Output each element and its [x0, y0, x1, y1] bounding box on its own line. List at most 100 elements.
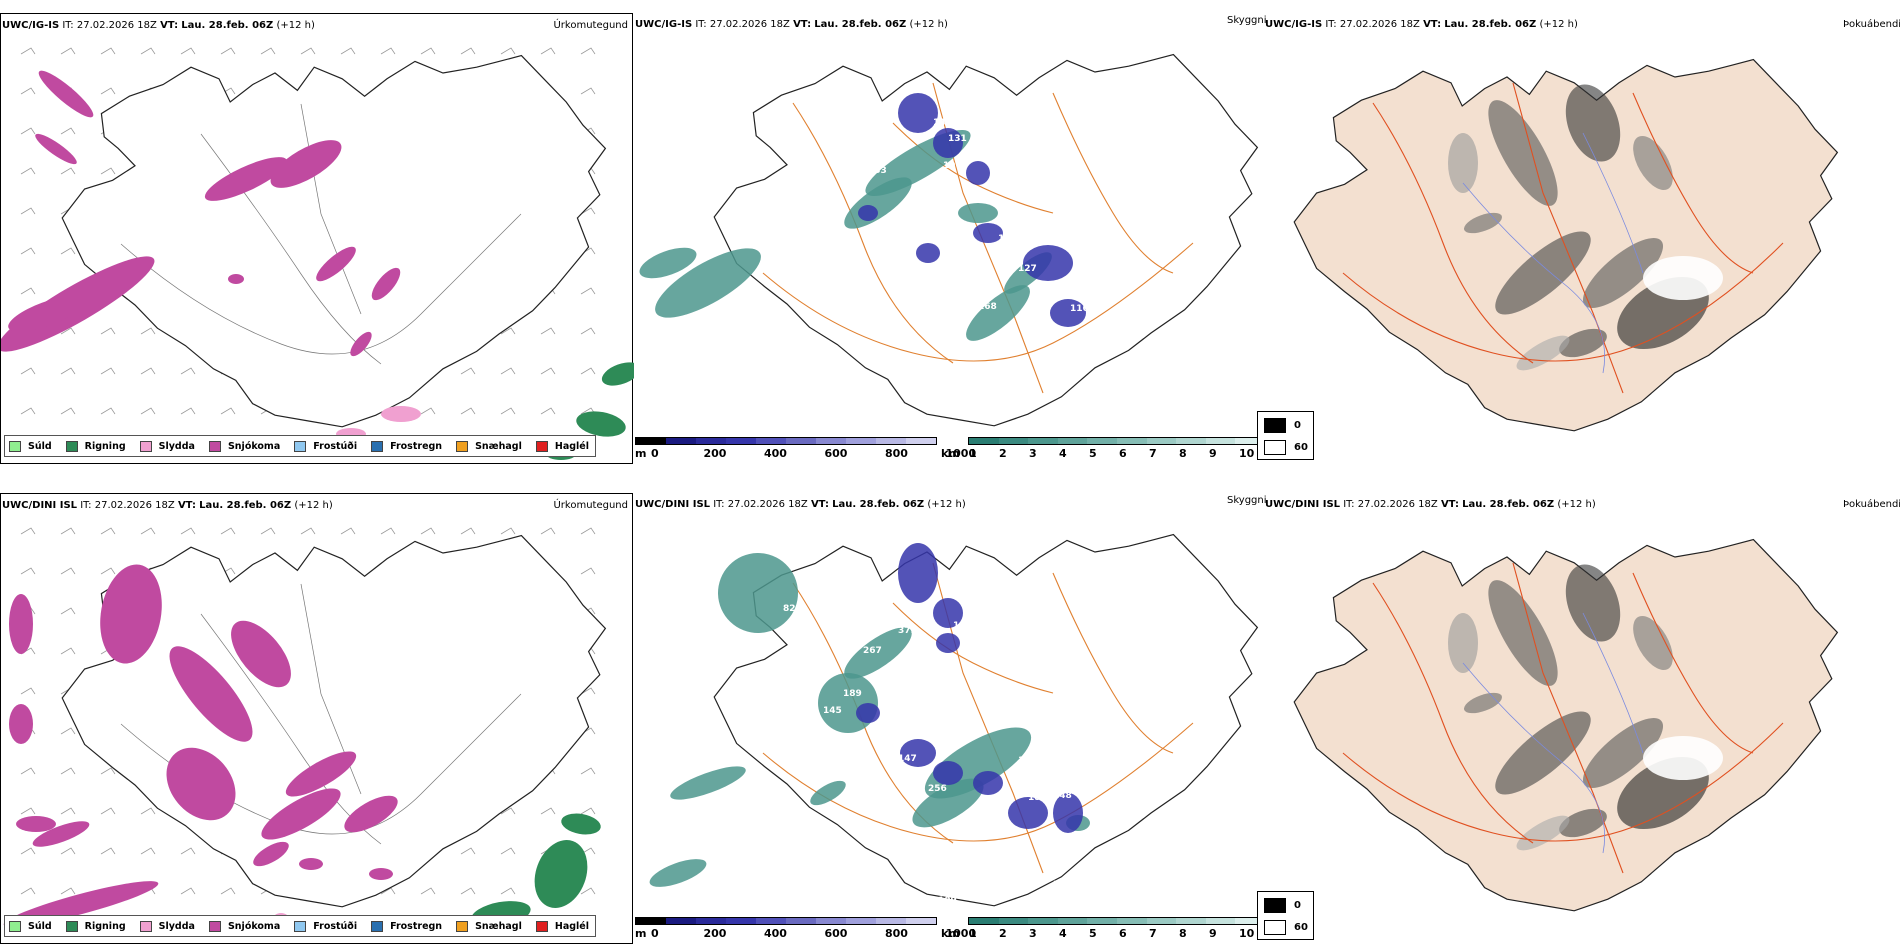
cloud-base-value-label: 110 [953, 621, 972, 631]
legend-swatch [371, 920, 384, 932]
snow-area [100, 564, 162, 664]
snow-area [204, 157, 288, 201]
legend-swatch [456, 440, 469, 452]
fog-area [1565, 564, 1621, 642]
legend-item: Rigning [65, 440, 126, 452]
low-visibility-area [639, 247, 697, 279]
colorbar-step [1176, 438, 1206, 444]
legend-item: Frostúði [294, 920, 358, 932]
river-network [1462, 132, 1644, 374]
cloud-key-label: 60 [1294, 442, 1308, 453]
cloud-base-value-label: 256 [928, 784, 947, 794]
colorbar-step [998, 918, 1029, 924]
cloud-base-value-label: 168 [1018, 756, 1037, 766]
it-prefix: IT: [1343, 499, 1355, 510]
low-cloud-base-area [936, 633, 960, 653]
colorbar-step [666, 918, 696, 924]
fog-area [1582, 238, 1664, 308]
precip-legend: Súld Rigning Slydda Snjókoma Frostúði Frostre… [4, 915, 596, 937]
snow-area [261, 788, 341, 840]
colorbar-tick: 7 [1149, 447, 1157, 460]
fog-map [1293, 538, 1839, 912]
colorbar-step [636, 918, 666, 924]
low-cloud-base-area [966, 161, 990, 185]
low-cloud-base-area [933, 128, 963, 158]
legend-swatch [139, 920, 152, 932]
glacier-area [1643, 256, 1723, 300]
forecast-row-ig-is: UWC/IG-IS IT: 27.02.2026 18Z VT: Lau. 28… [0, 0, 1900, 470]
snow-area [38, 70, 94, 118]
low-visibility-area [912, 778, 984, 828]
snow-area [9, 594, 33, 654]
cloud-base-value-label: 233 [868, 166, 887, 176]
low-cloud-base-area [916, 243, 940, 263]
panel-title-cloud: Skyggni [1227, 15, 1267, 26]
legend-swatch [9, 440, 21, 452]
cloud-base-colorbar [635, 917, 937, 925]
legend-label: Snæhagl [475, 920, 522, 932]
iceland-outline [61, 54, 607, 428]
cloud-base-value-label: 341 [873, 786, 892, 796]
low-cloud-base-area [858, 205, 878, 221]
colorbar-tick: 7 [1149, 927, 1157, 940]
lead-time: (+12 h) [927, 499, 966, 510]
cloud-base-value-label: 168 [978, 302, 997, 312]
colorbar-unit: km [941, 447, 960, 460]
colorbar-step [969, 918, 999, 924]
sleet-area [381, 406, 421, 422]
legend-item: Frostregn [371, 440, 442, 452]
lead-time: (+12 h) [1539, 19, 1578, 30]
cloud-base-value-label: 215 [808, 224, 827, 234]
cloud-key-swatch [1264, 920, 1286, 935]
low-cloud-base-area [900, 739, 936, 767]
panel-title-cloud: Skyggni [1227, 495, 1267, 506]
colorbar-step [726, 438, 756, 444]
colorbar-step [1146, 918, 1177, 924]
legend-label: Frostúði [313, 920, 358, 932]
cloud-key-entry: 0 [1264, 418, 1301, 433]
legend-label: Snjókoma [227, 440, 281, 452]
it-prefix: IT: [80, 500, 92, 511]
vt-prefix: VT: [160, 20, 179, 31]
fog-intensity-areas [1448, 84, 1709, 371]
colorbar-tick: 5 [1089, 927, 1097, 940]
rain-area [534, 840, 588, 908]
fog-area [1448, 613, 1478, 673]
valid-time: Lau. 28.feb. 06Z [814, 19, 907, 30]
legend-swatch [294, 920, 307, 932]
colorbar-tick: 2 [999, 927, 1007, 940]
colorbar-tick: 600 [824, 447, 848, 460]
colorbar-tick: 9 [1209, 927, 1217, 940]
colorbar-step [969, 438, 999, 444]
colorbar-step [1057, 918, 1088, 924]
panel-title-fog: Þokuábendi [1843, 19, 1900, 30]
colorbar-tick: 8 [1179, 447, 1187, 460]
colorbar-step [726, 918, 756, 924]
panel-header: UWC/DINI ISL IT: 27.02.2026 18Z VT: Lau.… [2, 500, 333, 511]
low-cloud-base-area [898, 543, 938, 603]
low-visibility-area [810, 780, 846, 806]
legend-swatch [456, 920, 469, 932]
legend-label: Slydda [158, 440, 195, 452]
low-cloud-base-area [933, 598, 963, 628]
legend-swatch [65, 440, 78, 452]
valid-time: Lau. 28.feb. 06Z [1462, 499, 1555, 510]
legend-item: Frostregn [371, 920, 442, 932]
fog-area [1516, 335, 1570, 371]
fog-area [1559, 328, 1607, 358]
colorbar-step [1087, 918, 1117, 924]
model-name: UWC/DINI ISL [1265, 499, 1341, 510]
model-name: UWC/IG-IS [2, 20, 60, 31]
iceland-outline [713, 533, 1259, 907]
colorbar-tick: 5 [1089, 447, 1097, 460]
legend-item: Haglél [535, 920, 589, 932]
low-cloud-base-area [856, 703, 880, 723]
cloud-base-value-label: 148 [1053, 791, 1072, 801]
colorbar-tick: 6 [1119, 927, 1127, 940]
fog-area [1633, 615, 1673, 671]
valid-time: Lau. 28.feb. 06Z [199, 500, 292, 511]
colorbar-step [876, 918, 906, 924]
lead-time: (+12 h) [1557, 499, 1596, 510]
rain-area [561, 813, 601, 835]
